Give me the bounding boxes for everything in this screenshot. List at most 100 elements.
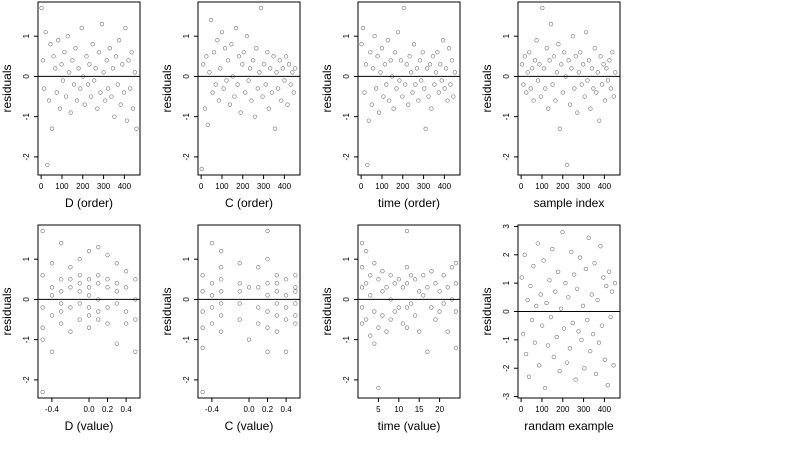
data-point — [594, 90, 599, 95]
data-point — [411, 42, 417, 47]
data-point — [404, 228, 410, 234]
data-point — [200, 273, 205, 278]
data-point — [368, 293, 373, 298]
data-point — [285, 102, 290, 107]
data-point — [288, 82, 293, 87]
data-point — [255, 86, 260, 91]
data-point — [209, 293, 215, 298]
data-point — [265, 281, 270, 286]
data-point — [604, 66, 609, 71]
data-point — [601, 275, 606, 280]
y-tick-label: 1 — [182, 256, 191, 261]
y-tick-label: -2 — [182, 153, 191, 161]
x-axis-title: D (order) — [65, 196, 113, 210]
data-point — [260, 94, 265, 99]
data-point — [265, 257, 270, 262]
data-point — [384, 329, 389, 334]
data-point — [123, 26, 128, 31]
data-point — [401, 5, 406, 11]
data-point — [559, 62, 564, 67]
data-point — [564, 360, 570, 365]
x-axis-title: D (value) — [65, 419, 114, 433]
data-point — [107, 46, 112, 51]
data-point — [551, 54, 557, 59]
data-point — [246, 285, 252, 290]
data-point — [283, 317, 289, 322]
data-point — [534, 38, 539, 43]
data-point — [433, 317, 438, 322]
data-point — [589, 292, 594, 297]
data-point — [404, 305, 410, 310]
data-point — [215, 38, 220, 43]
data-point — [416, 98, 421, 103]
data-point — [372, 341, 377, 346]
x-tick-label: 200 — [556, 405, 570, 414]
y-tick-label: 1 — [342, 33, 351, 38]
data-point — [598, 54, 603, 59]
data-point — [283, 305, 289, 310]
data-point — [95, 106, 100, 111]
data-point — [585, 78, 590, 83]
data-point — [449, 58, 454, 63]
data-point — [572, 272, 577, 277]
data-point — [59, 277, 64, 282]
data-point — [400, 94, 405, 99]
data-point — [391, 106, 396, 111]
data-point — [390, 74, 395, 79]
y-tick-label: -1 — [182, 336, 191, 344]
data-point — [441, 273, 446, 278]
data-point — [96, 281, 101, 286]
data-point — [542, 385, 548, 391]
data-point — [392, 50, 398, 55]
data-point — [529, 317, 535, 323]
data-point — [364, 281, 369, 286]
data-point — [519, 62, 525, 67]
data-point — [532, 58, 538, 63]
data-point — [265, 325, 270, 330]
data-point — [388, 317, 393, 322]
y-tick-label: -2 — [342, 153, 351, 161]
data-point — [540, 323, 545, 328]
y-tick-label: -3 — [502, 392, 511, 400]
data-point — [548, 315, 553, 320]
x-tick-label: 400 — [278, 182, 292, 191]
data-point — [48, 42, 53, 47]
x-tick-label: 100 — [535, 405, 549, 414]
data-point — [86, 305, 92, 310]
data-point — [96, 245, 101, 250]
data-point — [76, 66, 81, 71]
data-point — [39, 5, 44, 11]
data-point — [272, 126, 278, 131]
y-tick-label: 2 — [502, 252, 511, 257]
data-point — [537, 62, 542, 67]
x-tick-label: 0.2 — [102, 405, 114, 414]
data-point — [404, 281, 410, 286]
y-axis-title: residuals — [0, 287, 14, 335]
panel-4: 0 100 200 300 400 -2 -1 0 1 sample index residuals — [480, 1, 621, 210]
data-point — [521, 332, 526, 337]
x-tick-label: 200 — [76, 182, 90, 191]
data-point — [554, 70, 560, 75]
data-point — [226, 58, 231, 63]
data-point — [269, 90, 274, 95]
data-point — [406, 102, 411, 107]
data-point — [581, 62, 586, 67]
data-point — [293, 321, 298, 326]
panel-7: 5 10 15 20 -2 -1 0 1 time (value) residuals — [320, 224, 461, 433]
data-point — [595, 70, 600, 75]
data-point — [453, 281, 459, 286]
data-point — [271, 54, 276, 59]
panel-3: 0 100 200 300 400 -2 -1 0 1 time (order) residuals — [320, 1, 461, 210]
data-point — [202, 106, 207, 111]
data-point — [392, 309, 397, 314]
data-point — [261, 62, 267, 67]
y-tick-label: 0 — [182, 74, 191, 79]
data-point — [381, 94, 386, 99]
data-point — [607, 58, 612, 63]
data-point — [605, 383, 610, 388]
data-point — [68, 110, 73, 115]
data-point — [364, 249, 369, 254]
data-point — [437, 309, 442, 314]
x-tick-label: 100 — [55, 182, 69, 191]
data-point — [436, 90, 441, 95]
